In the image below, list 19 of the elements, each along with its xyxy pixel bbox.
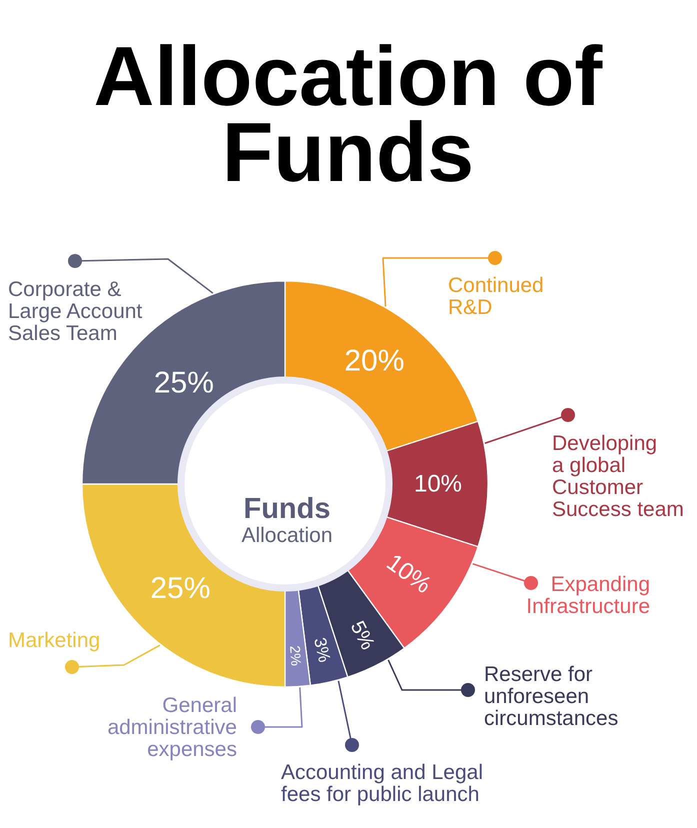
slice-label: Marketing — [8, 629, 100, 652]
text: Allocation — [241, 524, 333, 547]
text: Funds — [244, 493, 330, 525]
legend-label: Accounting and Legal fees for public launch — [281, 761, 483, 806]
slice-label: General administrative expenses — [107, 694, 237, 761]
data-label: 25% — [154, 366, 214, 400]
data-label: 10% — [414, 470, 462, 498]
data-label: 5% — [346, 618, 379, 654]
legend-label: Corporate & Large Account Sales Team — [8, 278, 142, 345]
slice-label: Expanding Infrastructure — [526, 573, 650, 618]
legend-label: Developing a global Customer Success team — [552, 432, 684, 521]
data-label: 3% — [310, 636, 334, 664]
data-label: 10% — [381, 548, 436, 599]
data-label: 25% — [150, 572, 210, 606]
data-label: 2% — [287, 645, 304, 666]
legend-label: Continued R&D — [448, 274, 544, 319]
data-label: 20% — [344, 344, 404, 378]
chart-title: Allocation of Funds — [94, 29, 604, 199]
slice-label: Reserve for unforeseen circumstances — [484, 663, 618, 730]
